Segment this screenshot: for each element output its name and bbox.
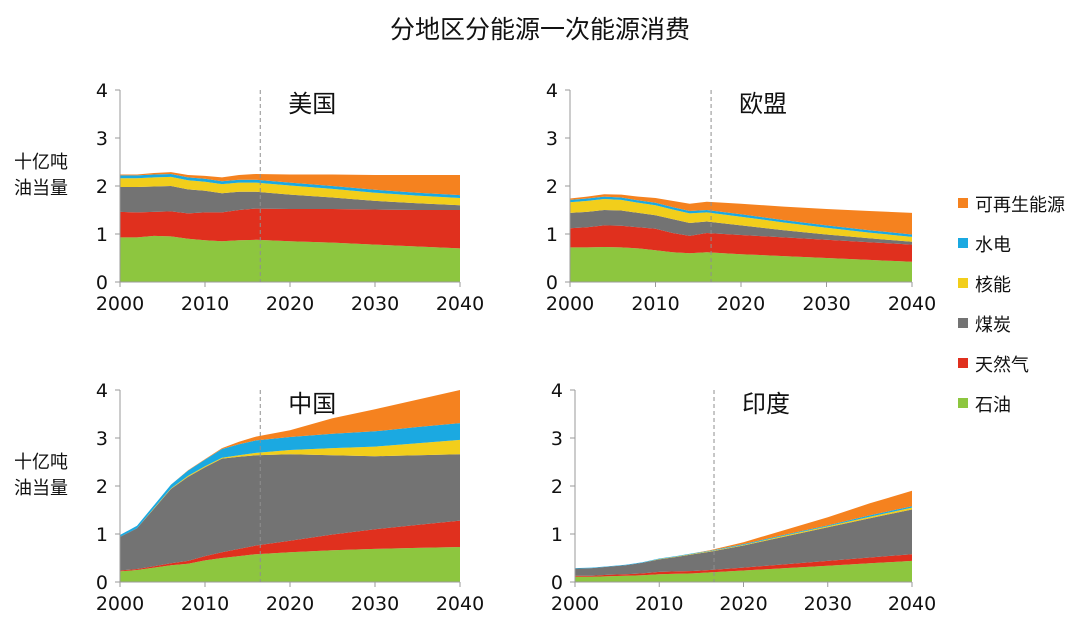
x-tick-label: 2020 [719,593,767,615]
y-tick-label: 1 [546,224,558,246]
x-tick-label: 2030 [351,593,399,615]
chart-panel: 0 1 2 3 4 2000 2010 2020 2030 2040 欧盟 [546,80,936,315]
area-series [570,196,912,237]
area-series [120,423,460,537]
y-tick-label: 4 [96,80,108,102]
y-tick-label: 1 [96,524,108,546]
area-series [120,208,460,249]
area-series [120,186,460,214]
area-series [120,439,460,537]
x-tick-label: 2040 [888,293,936,315]
x-tick-label: 2000 [96,293,144,315]
y-axis-unit-label-top: 十亿吨 油当量 [14,150,68,202]
y-axis-unit-line2: 油当量 [14,478,68,499]
x-tick-label: 2000 [546,293,594,315]
y-axis-unit-label-bottom: 十亿吨 油当量 [14,450,68,502]
x-tick-label: 2000 [96,593,144,615]
chart-panel: 0 1 2 3 4 2000 2010 2020 2030 2040 中国 [96,380,484,615]
area-series [120,454,460,571]
legend-label: 可再生能源 [975,195,1065,216]
area-series [575,509,912,576]
chart-panel: 0 1 2 3 4 2000 2010 2020 2030 2040 美国 [96,80,484,315]
y-tick-label: 3 [546,128,558,150]
panel-title: 美国 [288,90,336,118]
y-tick-label: 0 [96,572,108,594]
area-series [120,520,460,572]
y-tick-label: 4 [551,380,563,402]
x-tick-label: 2020 [266,593,314,615]
area-series [570,247,912,282]
x-tick-label: 2030 [802,293,850,315]
y-tick-label: 2 [551,476,563,498]
area-series [120,390,460,535]
x-tick-label: 2010 [181,293,229,315]
x-tick-label: 2000 [551,593,599,615]
area-series [570,210,912,245]
x-tick-label: 2040 [436,293,484,315]
x-tick-label: 2010 [631,293,679,315]
area-series [120,174,460,198]
x-tick-label: 2010 [635,593,683,615]
y-tick-label: 0 [96,272,108,294]
area-series [120,176,460,206]
area-series [575,560,912,582]
x-tick-label: 2030 [351,293,399,315]
y-tick-label: 0 [551,572,563,594]
y-tick-label: 2 [96,476,108,498]
x-tick-label: 2020 [266,293,314,315]
legend-label: 煤炭 [975,315,1011,336]
area-series [120,172,460,196]
y-tick-label: 2 [546,176,558,198]
y-tick-label: 3 [96,128,108,150]
y-axis-unit-line1: 十亿吨 [14,452,68,473]
y-tick-label: 4 [96,380,108,402]
legend-swatch [958,198,968,208]
x-tick-label: 2020 [717,293,765,315]
y-tick-label: 1 [551,524,563,546]
area-series [120,547,460,582]
area-series [570,225,912,262]
x-tick-label: 2030 [804,593,852,615]
legend-swatch [958,358,968,368]
figure-title: 分地区分能源一次能源消费 [389,15,690,44]
chart-panel: 0 1 2 3 4 2000 2010 2020 2030 2040 印度 [551,380,936,615]
y-tick-label: 1 [96,224,108,246]
legend-label: 石油 [975,395,1011,416]
legend-swatch [958,398,968,408]
y-tick-label: 2 [96,176,108,198]
y-tick-label: 0 [546,272,558,294]
y-axis-unit-line2: 油当量 [14,178,68,199]
legend-label: 天然气 [975,355,1029,376]
legend-swatch [958,318,968,328]
panel-title: 印度 [742,390,790,418]
legend-label: 核能 [975,275,1011,296]
area-series [570,199,912,242]
area-series [120,235,460,282]
x-tick-label: 2010 [181,593,229,615]
y-tick-label: 4 [546,80,558,102]
x-tick-label: 2040 [888,593,936,615]
legend-swatch [958,238,968,248]
y-axis-unit-line1: 十亿吨 [14,152,68,173]
panel-title: 中国 [288,390,336,418]
x-tick-label: 2040 [436,593,484,615]
panel-title: 欧盟 [739,90,787,118]
y-tick-label: 3 [96,428,108,450]
legend-label: 水电 [975,235,1011,256]
area-series [570,194,912,235]
legend-swatch [958,278,968,288]
y-tick-label: 3 [551,428,563,450]
